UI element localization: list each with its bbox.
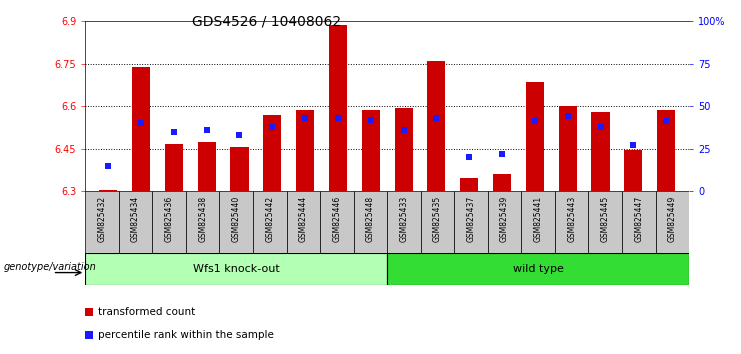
Text: percentile rank within the sample: percentile rank within the sample <box>98 330 274 341</box>
Bar <box>119 191 153 253</box>
Bar <box>591 112 610 191</box>
Bar <box>428 61 445 191</box>
Bar <box>353 191 387 253</box>
Text: GSM825435: GSM825435 <box>433 196 442 242</box>
Bar <box>253 191 287 253</box>
Bar <box>526 82 544 191</box>
Text: GSM825449: GSM825449 <box>668 196 677 242</box>
Text: GSM825448: GSM825448 <box>366 196 375 242</box>
Bar <box>460 178 478 191</box>
Text: GSM825434: GSM825434 <box>131 196 140 242</box>
Text: GSM825437: GSM825437 <box>467 196 476 242</box>
Text: GSM825433: GSM825433 <box>399 196 408 242</box>
Bar <box>320 191 353 253</box>
Bar <box>656 191 689 253</box>
Bar <box>329 25 347 191</box>
Text: Wfs1 knock-out: Wfs1 knock-out <box>193 264 279 274</box>
Text: GSM825441: GSM825441 <box>534 196 542 242</box>
Bar <box>454 191 488 253</box>
Bar <box>85 253 387 285</box>
Bar <box>387 253 689 285</box>
Bar <box>263 115 282 191</box>
Text: GDS4526 / 10408062: GDS4526 / 10408062 <box>192 14 342 28</box>
Bar <box>588 191 622 253</box>
Bar <box>657 110 675 191</box>
Text: transformed count: transformed count <box>98 307 196 318</box>
Text: genotype/variation: genotype/variation <box>4 262 96 272</box>
Bar <box>362 110 380 191</box>
Bar <box>559 106 576 191</box>
Text: GSM825436: GSM825436 <box>165 196 173 242</box>
Bar <box>622 191 656 253</box>
Bar <box>488 191 522 253</box>
Text: GSM825447: GSM825447 <box>634 196 643 242</box>
Bar <box>493 174 511 191</box>
Bar <box>421 191 454 253</box>
Text: GSM825438: GSM825438 <box>198 196 207 242</box>
Text: GSM825445: GSM825445 <box>601 196 610 242</box>
Text: GSM825444: GSM825444 <box>299 196 308 242</box>
Bar <box>132 67 150 191</box>
Bar <box>625 150 642 191</box>
Text: GSM825443: GSM825443 <box>567 196 576 242</box>
Text: GSM825440: GSM825440 <box>232 196 241 242</box>
Text: wild type: wild type <box>513 264 564 274</box>
Bar <box>387 191 421 253</box>
Bar <box>153 191 186 253</box>
Bar <box>522 191 555 253</box>
Bar <box>394 108 413 191</box>
Bar <box>296 110 314 191</box>
Bar <box>198 142 216 191</box>
Text: GSM825442: GSM825442 <box>265 196 274 242</box>
Bar <box>230 147 248 191</box>
Bar <box>219 191 253 253</box>
Bar <box>287 191 320 253</box>
Bar <box>186 191 219 253</box>
Bar <box>99 190 117 191</box>
Bar <box>85 191 119 253</box>
Text: GSM825432: GSM825432 <box>98 196 107 242</box>
Bar <box>555 191 588 253</box>
Bar <box>165 144 183 191</box>
Text: GSM825446: GSM825446 <box>333 196 342 242</box>
Text: GSM825439: GSM825439 <box>500 196 509 242</box>
